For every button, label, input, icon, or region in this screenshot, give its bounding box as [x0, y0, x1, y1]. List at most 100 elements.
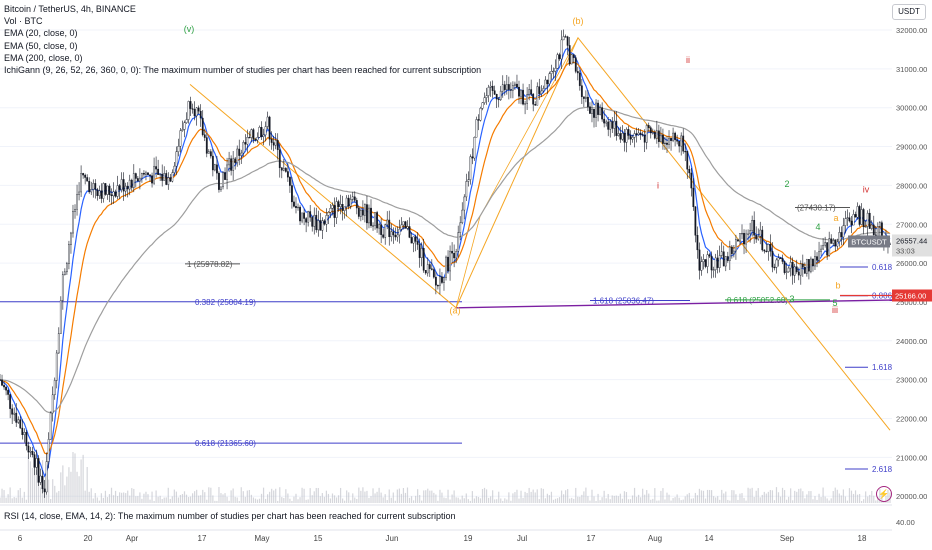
candle-body [124, 185, 127, 192]
volume-bar [346, 490, 348, 503]
volume-bar [532, 489, 534, 503]
candle-body [475, 119, 478, 138]
candle-body [361, 209, 364, 216]
volume-bar [33, 450, 36, 503]
volume-bar [35, 469, 38, 503]
volume-bar [504, 498, 506, 503]
symbol-title[interactable]: Bitcoin / TetherUS, 4h, BINANCE [4, 4, 136, 14]
volume-bar [552, 499, 555, 503]
volume-bar [447, 489, 449, 503]
volume-bar [423, 490, 425, 503]
volume-bar [717, 496, 719, 503]
volume-bar [548, 495, 551, 503]
candle-body [516, 83, 518, 88]
volume-bar [735, 494, 737, 503]
volume-bar [283, 498, 285, 503]
volume-bar [131, 488, 133, 503]
candle-body [548, 73, 551, 85]
candle-body [343, 206, 346, 211]
candle-body [114, 191, 117, 197]
y-tick-label: 32000.00 [896, 26, 927, 35]
volume-bar [721, 489, 723, 503]
candle-body [17, 419, 20, 423]
ema200-legend[interactable]: EMA (200, close, 0) [4, 52, 83, 63]
volume-bar [771, 490, 774, 503]
candle-body [25, 432, 28, 447]
candle-body [116, 185, 119, 197]
volume-bar [812, 499, 814, 503]
volume-bar [719, 499, 721, 503]
y-tick-label: 21000.00 [896, 453, 927, 462]
candle-body [509, 89, 512, 91]
volume-bar [220, 493, 222, 503]
volume-bar [163, 497, 165, 503]
volume-bar [224, 493, 226, 503]
candle-body [179, 130, 182, 147]
volume-bar [402, 488, 405, 503]
ema50-legend[interactable]: EMA (50, close, 0) [4, 40, 78, 51]
ichigann-legend[interactable]: IchiGann (9, 26, 52, 26, 360, 0, 0): The… [4, 65, 482, 76]
volume-bar [652, 498, 654, 503]
volume-bar [289, 498, 291, 503]
candle-body [37, 458, 40, 483]
candle-body [501, 84, 504, 92]
volume-bar [64, 485, 66, 503]
volume-bar [1, 488, 3, 503]
volume-bar [567, 489, 569, 503]
volume-bar [74, 453, 76, 503]
candle-body [335, 201, 338, 218]
volume-bar [715, 497, 717, 503]
volume-bar [293, 496, 295, 503]
volume-bar [321, 493, 323, 503]
volume-bar [299, 497, 301, 503]
volume-bar [597, 493, 599, 503]
candle-body [183, 122, 186, 130]
volume-bar [865, 491, 867, 503]
rsi-tick-label: 40.00 [896, 518, 915, 527]
rsi-legend[interactable]: RSI (14, close, EMA, 14, 2): The maximum… [4, 511, 456, 521]
y-tick-label: 26000.00 [896, 259, 927, 268]
volume-bar [688, 492, 690, 503]
volume-bar [741, 493, 743, 503]
candle-body [700, 261, 703, 271]
volume-legend[interactable]: Vol · BTC [4, 16, 43, 27]
candle-body [818, 251, 820, 261]
volume-bar [169, 498, 171, 503]
candle-body [280, 167, 283, 171]
volume-bar [524, 491, 526, 503]
candle-body [489, 85, 492, 88]
fib-label: 1.618 (25036.47) [593, 297, 654, 306]
candle-body [90, 189, 93, 193]
volume-bar [421, 500, 423, 503]
volume-bar [747, 487, 749, 503]
candle-body [724, 256, 727, 267]
candle-body [844, 218, 847, 226]
currency-button[interactable]: USDT [892, 4, 926, 20]
candle-body [0, 379, 1, 381]
candle-body [43, 488, 46, 493]
volume-bar [536, 489, 538, 503]
candle-body [805, 259, 808, 274]
candle-body [477, 119, 480, 121]
volume-bar [327, 493, 330, 503]
volume-bar [181, 494, 184, 503]
candle-body [631, 137, 634, 140]
volume-bar [82, 454, 84, 503]
candle-body [307, 211, 310, 223]
candle-body [400, 224, 403, 230]
volume-bar [832, 491, 834, 503]
candle-body [749, 230, 752, 235]
volume-bar [54, 485, 56, 503]
volume-bar [133, 488, 135, 503]
x-tick-label: Aug [648, 534, 662, 543]
ema20-legend[interactable]: EMA (20, close, 0) [4, 28, 78, 39]
volume-bar [873, 495, 875, 503]
volume-bar [370, 496, 372, 503]
volume-bar [60, 472, 62, 503]
lightning-icon[interactable]: ⚡ [876, 486, 892, 502]
volume-bar [398, 488, 400, 503]
volume-bar [581, 494, 583, 503]
volume-bar [686, 494, 688, 503]
candle-body [868, 212, 871, 229]
